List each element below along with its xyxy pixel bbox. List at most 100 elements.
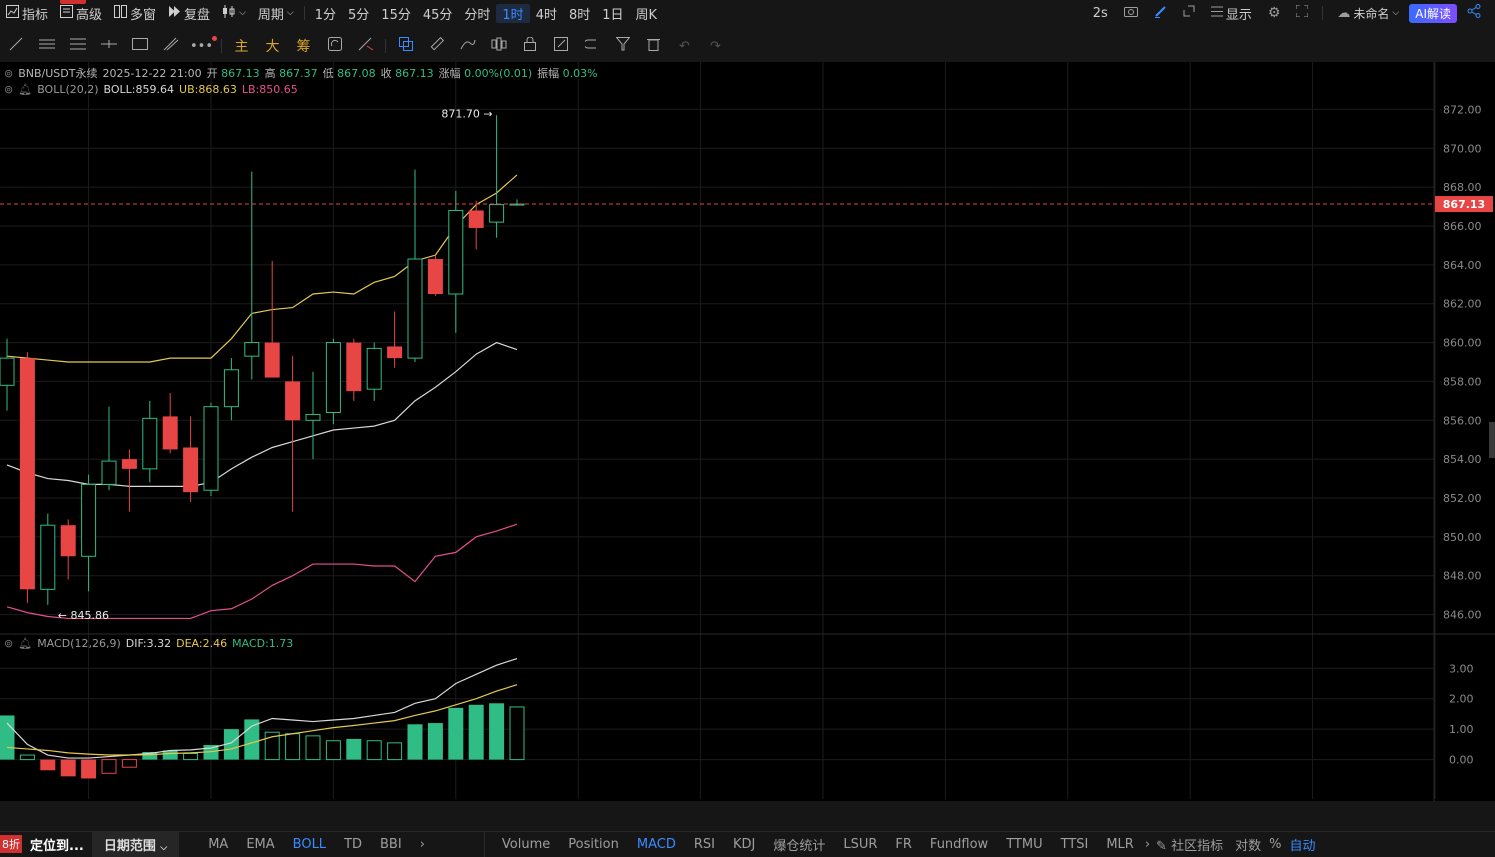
boll-name[interactable]: BOLL(20,2) bbox=[37, 83, 99, 96]
channel-tool[interactable] bbox=[31, 34, 62, 58]
candle-body bbox=[448, 209, 464, 295]
interval-15m[interactable]: 15分 bbox=[375, 4, 417, 23]
ruler-tool[interactable] bbox=[421, 34, 452, 58]
snapshot-button[interactable] bbox=[1118, 5, 1144, 21]
ai-analysis-button[interactable]: AI解读 bbox=[1409, 3, 1457, 23]
chip-tool[interactable]: 筹 bbox=[288, 34, 319, 58]
undo-button[interactable]: ↶ bbox=[669, 34, 700, 58]
interval-1d[interactable]: 1日 bbox=[596, 4, 629, 23]
locate-button[interactable]: 定位到... bbox=[30, 838, 84, 854]
indicator-kdj[interactable]: KDJ bbox=[732, 836, 756, 852]
edit-tool[interactable] bbox=[545, 34, 576, 58]
period-menu[interactable]: 周期 ⌵ bbox=[252, 4, 300, 23]
interval-8h[interactable]: 8时 bbox=[563, 4, 596, 23]
interval-45m[interactable]: 45分 bbox=[417, 4, 459, 23]
refresh-rate[interactable]: 2s bbox=[1087, 6, 1114, 21]
measure-tool[interactable] bbox=[350, 34, 381, 58]
new-badge bbox=[60, 0, 87, 4]
indicator-rsi[interactable]: RSI bbox=[693, 836, 715, 852]
bell-icon[interactable]: 🔔︎ bbox=[18, 637, 33, 650]
scroll-right-icon[interactable]: › bbox=[419, 836, 425, 852]
indicator-liquidation[interactable]: 爆仓统计 bbox=[773, 838, 826, 854]
indicator-macd[interactable]: MACD bbox=[636, 836, 676, 852]
draw-toggle-button[interactable] bbox=[1148, 5, 1173, 22]
indicator-ttsi[interactable]: TTSI bbox=[1060, 836, 1089, 852]
main-force-tool[interactable]: 主 bbox=[226, 34, 257, 58]
indicator-ma[interactable]: MA bbox=[208, 836, 229, 852]
visibility-toggle-icon[interactable]: ⊚ bbox=[4, 637, 14, 650]
multi-window-menu[interactable]: 多窗 bbox=[108, 4, 162, 23]
macd-name[interactable]: MACD(12,26,9) bbox=[37, 637, 121, 650]
boll-lb-line bbox=[6, 523, 518, 620]
indicator-boll[interactable]: BOLL bbox=[292, 836, 327, 852]
period-label: 周期 bbox=[257, 7, 284, 23]
promo-badge[interactable]: 8折 bbox=[0, 835, 22, 853]
window-icon bbox=[1183, 5, 1195, 21]
fullscreen-window-button[interactable] bbox=[1177, 5, 1201, 21]
indicator-lsur[interactable]: LSUR bbox=[843, 836, 878, 852]
price-tick-label: 860.00 bbox=[1443, 337, 1482, 350]
indicator-volume[interactable]: Volume bbox=[501, 836, 551, 852]
brush-tool[interactable] bbox=[452, 34, 483, 58]
indicator-td[interactable]: TD bbox=[344, 836, 363, 852]
fib-tool[interactable] bbox=[155, 34, 186, 58]
interval-1m[interactable]: 1分 bbox=[309, 4, 342, 23]
macd-bar bbox=[407, 724, 423, 760]
interval-timeshare[interactable]: 分时 bbox=[458, 4, 496, 23]
macd-bar bbox=[448, 707, 464, 760]
more-tools[interactable]: ••• bbox=[186, 34, 217, 58]
parallel-lines-tool[interactable] bbox=[62, 34, 93, 58]
indicator-bbi[interactable]: BBI bbox=[380, 836, 402, 852]
chart-area[interactable]: 867.13 872.00 870.00 868.00 866.00 864.00 862.… bbox=[0, 62, 1495, 822]
horizontal-line-tool[interactable] bbox=[93, 34, 124, 58]
log-scale-toggle[interactable]: 对数 bbox=[1235, 838, 1262, 854]
community-indicators-button[interactable]: ✎ 社区指标 bbox=[1152, 835, 1227, 854]
redo-button[interactable]: ↷ bbox=[700, 34, 731, 58]
chart-type-menu[interactable]: ⌵ bbox=[216, 4, 252, 22]
sync-tool[interactable] bbox=[319, 34, 350, 58]
visibility-toggle-icon[interactable]: ⊚ bbox=[4, 83, 14, 96]
share-button[interactable] bbox=[1461, 4, 1487, 22]
candle-body bbox=[264, 342, 280, 378]
workspace-menu[interactable]: ☁ 未命名 ⌵ bbox=[1331, 5, 1405, 22]
interval-5m[interactable]: 5分 bbox=[342, 4, 375, 23]
percent-scale-toggle[interactable]: % bbox=[1269, 836, 1282, 852]
candlestick-chart[interactable]: 867.13 872.00 870.00 868.00 866.00 864.00 862.… bbox=[0, 62, 1495, 822]
interval-1h[interactable]: 1时 bbox=[496, 3, 530, 23]
trend-line-icon bbox=[9, 37, 23, 55]
interval-1w[interactable]: 周K bbox=[630, 4, 664, 23]
divider bbox=[483, 831, 485, 857]
delete-tool[interactable] bbox=[638, 34, 669, 58]
scroll-right-icon[interactable]: › bbox=[1144, 836, 1151, 852]
indicators-menu[interactable]: 指标 bbox=[0, 4, 54, 23]
auto-scale-toggle[interactable]: 自动 bbox=[1289, 838, 1316, 854]
indicator-position[interactable]: Position bbox=[568, 836, 619, 852]
visibility-toggle-icon[interactable]: ⊚ bbox=[4, 66, 14, 80]
bell-icon[interactable]: 🔔︎ bbox=[18, 83, 33, 96]
boll-legend: ⊚ 🔔︎ BOLL(20,2) BOLL:859.64 UB:868.63 LB… bbox=[4, 83, 298, 96]
amplitude-value: 0.03% bbox=[562, 67, 598, 80]
indicator-fundflow[interactable]: Fundflow bbox=[929, 836, 989, 852]
magnet-tool[interactable] bbox=[576, 34, 607, 58]
macd-bar bbox=[19, 754, 35, 761]
copy-tool[interactable] bbox=[390, 34, 421, 58]
indicator-ema[interactable]: EMA bbox=[246, 836, 275, 852]
filter-tool[interactable] bbox=[607, 34, 638, 58]
rectangle-tool[interactable] bbox=[124, 34, 155, 58]
big-order-tool[interactable]: 大 bbox=[257, 34, 288, 58]
indicator-ttmu[interactable]: TTMU bbox=[1006, 836, 1043, 852]
advanced-menu[interactable]: 高级 bbox=[54, 0, 108, 23]
side-panel-handle bbox=[1489, 422, 1495, 458]
interval-4h[interactable]: 4时 bbox=[530, 4, 563, 23]
trend-line-tool[interactable] bbox=[0, 34, 31, 58]
replay-menu[interactable]: 复盘 bbox=[162, 4, 216, 23]
fullscreen-button[interactable] bbox=[1290, 4, 1314, 21]
display-menu[interactable]: 显示 bbox=[1205, 4, 1258, 23]
lock-tool[interactable] bbox=[514, 34, 545, 58]
pattern-tool[interactable] bbox=[483, 34, 514, 58]
settings-button[interactable]: ⚙ bbox=[1262, 5, 1287, 21]
macd-bar bbox=[223, 729, 239, 760]
indicator-mlr[interactable]: MLR bbox=[1106, 836, 1134, 852]
date-range-menu[interactable]: 日期范围 ⌵ bbox=[91, 831, 180, 857]
indicator-fr[interactable]: FR bbox=[895, 836, 912, 852]
